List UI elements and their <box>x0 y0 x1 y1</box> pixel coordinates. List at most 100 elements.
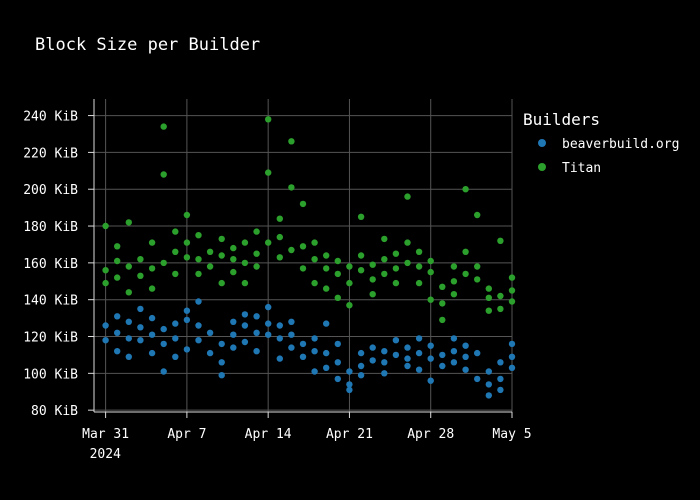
data-point <box>485 392 492 399</box>
data-point <box>357 252 365 259</box>
data-point <box>381 270 388 278</box>
data-point <box>427 296 434 303</box>
data-point <box>299 243 307 250</box>
data-point <box>415 349 423 357</box>
data-point <box>114 329 121 336</box>
legend-item[interactable]: beaverbuild.org <box>538 137 679 152</box>
data-point <box>195 256 202 263</box>
data-point <box>381 359 388 366</box>
data-point <box>346 386 353 394</box>
legend-item[interactable]: Titan <box>538 161 601 176</box>
data-point <box>439 283 446 290</box>
data-point <box>404 344 411 351</box>
data-point <box>276 322 283 329</box>
data-point <box>485 368 492 375</box>
data-point <box>160 171 167 178</box>
data-point <box>195 322 202 329</box>
data-point <box>148 265 156 272</box>
data-point <box>311 368 318 375</box>
data-point <box>404 259 411 267</box>
data-point <box>230 256 237 263</box>
data-point <box>230 244 237 252</box>
data-point <box>381 348 388 355</box>
y-tick-label: 140 KiB <box>23 294 78 309</box>
data-point <box>508 340 516 348</box>
legend-label: Titan <box>562 161 601 176</box>
data-point <box>218 372 225 379</box>
data-point <box>485 381 492 388</box>
data-point <box>369 357 376 364</box>
data-point <box>218 279 225 287</box>
data-point <box>253 348 260 355</box>
data-point <box>160 123 167 130</box>
data-point <box>474 276 481 283</box>
data-point <box>474 375 481 383</box>
data-point <box>323 252 330 259</box>
data-point <box>392 279 400 287</box>
data-point <box>334 270 341 278</box>
data-point <box>311 239 318 246</box>
data-point <box>462 186 469 193</box>
data-point <box>323 364 330 371</box>
data-point <box>160 325 167 333</box>
data-point <box>357 349 365 357</box>
data-point <box>241 311 249 318</box>
data-point <box>299 340 307 348</box>
data-point <box>288 318 295 325</box>
data-point <box>485 307 492 314</box>
data-point <box>265 169 272 176</box>
data-point <box>206 263 214 270</box>
series-beaverbuild-org <box>102 298 516 399</box>
data-point <box>125 335 132 342</box>
data-point <box>334 375 341 383</box>
data-points <box>102 116 516 399</box>
legend[interactable]: Builders beaverbuild.org Titan <box>523 110 679 176</box>
data-point <box>265 320 272 327</box>
data-point <box>137 337 144 344</box>
data-point <box>241 279 249 287</box>
data-point <box>276 355 283 362</box>
data-point <box>125 318 132 325</box>
data-point <box>357 362 365 370</box>
data-point <box>497 386 504 394</box>
data-point <box>218 252 225 259</box>
data-point <box>497 292 504 300</box>
data-point <box>183 346 191 353</box>
data-point <box>334 294 341 301</box>
data-point <box>230 268 237 276</box>
data-point <box>114 274 121 281</box>
data-point <box>195 270 202 278</box>
data-point <box>253 228 260 235</box>
data-point <box>323 285 330 292</box>
data-point <box>125 263 132 270</box>
data-point <box>323 349 330 357</box>
data-point <box>148 314 156 322</box>
data-point <box>369 276 376 283</box>
data-point <box>439 351 446 359</box>
data-point <box>369 261 376 268</box>
data-point <box>381 370 388 377</box>
data-point <box>172 270 179 278</box>
data-point <box>474 211 481 219</box>
data-point <box>439 300 446 307</box>
data-point <box>439 362 446 370</box>
data-point <box>102 337 109 344</box>
data-point <box>253 263 260 270</box>
data-point <box>102 267 109 274</box>
data-point <box>206 248 214 255</box>
data-point <box>288 138 295 145</box>
data-point <box>172 353 179 360</box>
data-point <box>102 322 109 329</box>
data-point <box>404 193 411 200</box>
data-point <box>114 348 121 355</box>
data-point <box>288 344 295 351</box>
data-point <box>172 320 179 327</box>
data-point <box>288 184 295 191</box>
data-point <box>427 355 434 362</box>
data-point <box>137 324 144 331</box>
data-point <box>137 256 144 263</box>
data-point <box>427 377 434 384</box>
data-point <box>462 270 469 278</box>
data-point <box>195 232 202 239</box>
